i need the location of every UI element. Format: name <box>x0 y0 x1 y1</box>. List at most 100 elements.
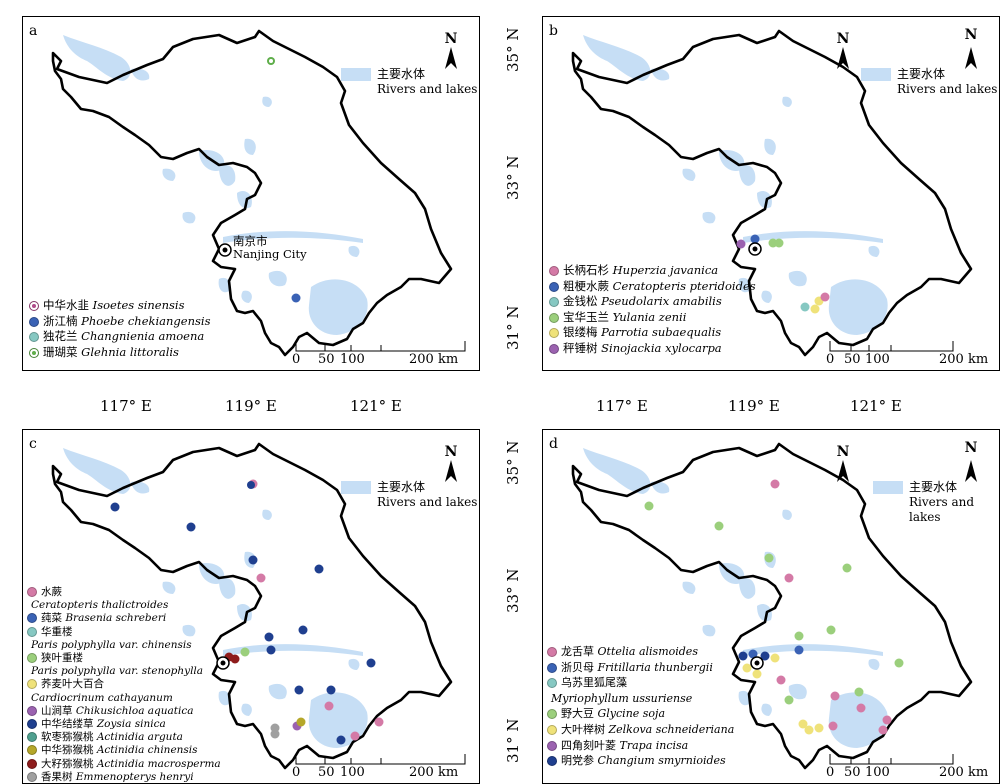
panel-letter: a <box>29 23 38 39</box>
north-label: N <box>444 31 458 47</box>
water-legend-en: Rivers and lakes <box>377 495 478 509</box>
occurrence-point <box>810 304 820 314</box>
legend-marker <box>27 758 37 769</box>
legend-latin: Paris polyphylla var. stenophylla <box>31 665 204 678</box>
legend-item: 狭叶重楼 <box>27 652 221 665</box>
scale-bar: 0 50 100 200 km <box>292 339 479 369</box>
nanjing-marker-dot <box>752 246 758 252</box>
legend-latin: Glehnia littoralis <box>81 344 179 359</box>
legend-latin: Changium smyrnioides <box>597 754 726 768</box>
legend-marker <box>549 312 559 323</box>
legend-zh: 明党参 <box>561 754 594 768</box>
legend-zh: 水蕨 <box>41 586 62 598</box>
legend-marker <box>27 771 37 782</box>
occurrence-point <box>748 649 758 659</box>
lat-label-35: 35° N <box>504 440 522 485</box>
legend-item: 长柄石杉 Huperzia javanica <box>549 263 756 279</box>
city-label-en: Nanjing City <box>233 247 307 261</box>
legend-marker <box>29 347 39 358</box>
lon-label-121: 121° E <box>850 397 902 415</box>
legend-latin: Changnienia amoena <box>81 329 205 343</box>
occurrence-point <box>247 481 255 489</box>
lon-label-121: 121° E <box>850 0 902 2</box>
map-canvas-c <box>51 442 457 770</box>
legend-latin: Cardiocrinum cathayanum <box>31 691 173 704</box>
legend-item: 四角刻叶菱 Trapa incisa <box>547 738 734 754</box>
occurrence-point <box>324 701 334 711</box>
map-panel-b: 117° E 119° E 121° E 35° N 33° N 31° N b… <box>504 0 1000 371</box>
legend-latin: Emmenopterys henryi <box>75 770 194 783</box>
water-swatch <box>341 68 371 81</box>
legend-item-sub: Myriophyllum ussuriense <box>547 691 734 707</box>
legend-marker <box>27 745 37 756</box>
legend-zh: 中华结缕草 <box>41 718 94 731</box>
legend-marker <box>27 613 37 624</box>
occurrence-point <box>828 721 838 731</box>
lat-label-31: 31° N <box>0 306 2 350</box>
legend-marker <box>29 332 39 342</box>
scale-bar: 0 50 100 200 km <box>826 339 999 369</box>
legend-marker <box>27 732 37 743</box>
lat-label-31: 31° N <box>0 719 2 763</box>
legend-item: 乌苏里狐尾藻 <box>547 675 734 691</box>
occurrence-point <box>798 719 808 729</box>
legend-marker <box>549 266 559 276</box>
legend-marker <box>549 281 559 292</box>
legend-item: 浙江楠 Phoebe chekiangensis <box>29 314 210 330</box>
lat-label-33: 33° N <box>504 155 522 200</box>
legend-latin: Zelkova schneideriana <box>608 722 735 736</box>
occurrence-point <box>760 651 770 661</box>
occurrence-point <box>882 715 892 725</box>
legend-marker <box>27 679 37 690</box>
legend-marker <box>549 343 559 354</box>
water-legend-zh: 主要水体 <box>377 480 426 494</box>
legend-zh: 长柄石杉 <box>563 263 609 277</box>
water-legend: 主要水体 Rivers and lakes <box>341 67 477 97</box>
north-arrow-icon <box>445 47 457 69</box>
north-label: N <box>444 444 458 460</box>
city-label-zh: 南京市 <box>233 234 268 248</box>
panel-letter: c <box>29 436 37 452</box>
water-legend-en: Rivers and lakes <box>377 82 478 96</box>
north-label: N <box>836 31 850 47</box>
legend-item: 水蕨 <box>27 586 221 599</box>
nanjing-marker-dot <box>222 247 228 253</box>
north-arrow-icon <box>965 47 977 69</box>
legend-item: 明党参 Changium smyrnioides <box>547 753 734 769</box>
legend-latin: Brasenia schreberi <box>65 612 167 625</box>
legend-zh: 大叶榉树 <box>561 722 605 736</box>
legend-marker <box>547 709 557 720</box>
lon-label-119: 119° E <box>225 0 277 2</box>
scale-bar: 0 50 100 200 km <box>292 752 479 782</box>
occurrence-point <box>776 675 786 685</box>
occurrence-point <box>774 238 784 248</box>
species-legend: 水蕨 Ceratopteris thalictroides 莼菜 Braseni… <box>27 586 221 783</box>
legend-item: 野大豆 Glycine soja <box>547 706 734 722</box>
legend-item: 秤锤树 Sinojackia xylocarpa <box>549 341 756 357</box>
legend-zh: 宝华玉兰 <box>563 309 609 324</box>
legend-zh: 粗梗水蕨 <box>563 278 609 293</box>
species-legend: 长柄石杉 Huperzia javanica 粗梗水蕨 Ceratopteris… <box>549 263 756 356</box>
legend-zh: 浙贝母 <box>561 660 594 674</box>
water-legend-en: Rivers and lakes <box>909 495 975 524</box>
legend-latin: Pseudolarix amabilis <box>601 294 722 308</box>
legend-latin: Actinidia arguta <box>96 731 183 744</box>
legend-item: 金钱松 Pseudolarix amabilis <box>549 294 756 310</box>
north-arrow-icon <box>965 460 977 482</box>
nanjing-marker-dot <box>220 660 226 666</box>
legend-item: 中华猕猴桃 Actinidia chinensis <box>27 744 221 757</box>
north-arrow-icon <box>837 460 849 482</box>
scale-tick-0: 0 <box>292 352 301 367</box>
map-canvas-b <box>571 29 977 357</box>
occurrence-point <box>186 522 196 532</box>
legend-marker <box>547 724 557 735</box>
legend-marker <box>27 705 37 716</box>
species-legend: 龙舌草 Ottelia alismoides 浙贝母 Fritillaria t… <box>547 644 734 769</box>
legend-zh: 金钱松 <box>563 294 598 308</box>
occurrence-point <box>794 645 804 655</box>
water-legend-zh: 主要水体 <box>377 67 426 81</box>
occurrence-point <box>738 651 748 661</box>
legend-marker <box>549 297 559 307</box>
north-label: N <box>964 440 978 456</box>
occurrence-point <box>750 234 760 244</box>
